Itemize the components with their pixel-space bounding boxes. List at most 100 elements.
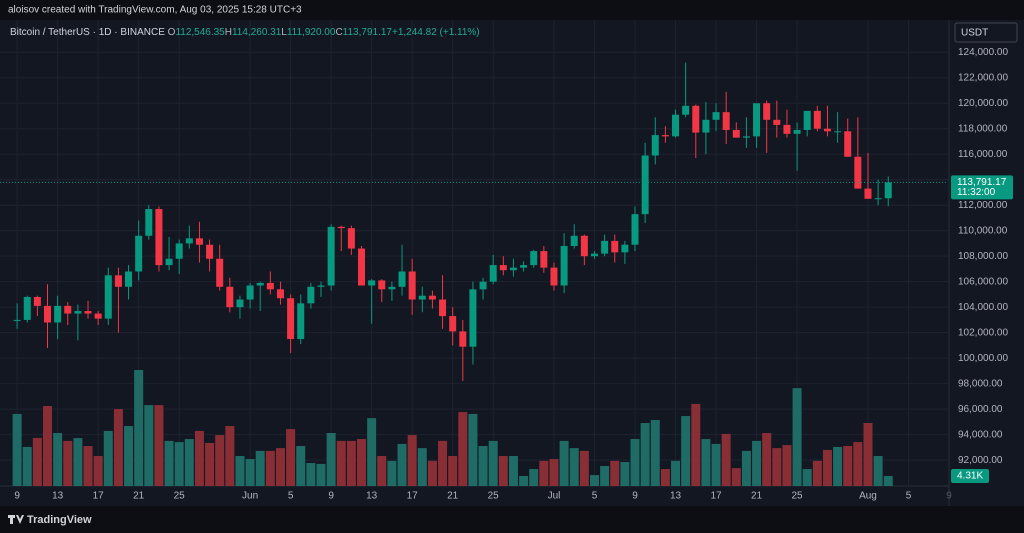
x-tick-label: 21 bbox=[751, 491, 763, 502]
candle-body bbox=[520, 265, 528, 268]
volume-bar bbox=[184, 439, 194, 486]
volume-bar bbox=[377, 456, 387, 486]
volume-bar bbox=[660, 469, 670, 486]
logo bbox=[8, 515, 24, 524]
candle-body bbox=[509, 267, 517, 271]
volume-bar bbox=[113, 409, 123, 486]
candle-body bbox=[641, 155, 649, 215]
x-tick-label: 9 bbox=[14, 491, 20, 502]
ohlc-key: H bbox=[224, 27, 232, 38]
y-tick-label: 98,000.00 bbox=[958, 378, 1003, 389]
x-tick-label: 9 bbox=[328, 491, 334, 502]
ohlc-key: C bbox=[335, 27, 343, 38]
candle-body bbox=[763, 103, 771, 120]
x-tick-label: 17 bbox=[407, 491, 419, 502]
ohlc-value: 113,791.17 bbox=[342, 27, 392, 38]
candle-body bbox=[439, 299, 447, 317]
volume-bar bbox=[255, 450, 265, 486]
ohlc-key: L bbox=[281, 27, 287, 38]
candle-body bbox=[185, 238, 193, 244]
y-tick-label: 104,000.00 bbox=[958, 302, 1008, 313]
y-tick-label: 100,000.00 bbox=[958, 353, 1008, 364]
volume-bar bbox=[519, 476, 529, 486]
candle-body bbox=[125, 271, 133, 287]
footer-brand: TradingView bbox=[27, 514, 92, 526]
volume-bar bbox=[22, 446, 32, 486]
y-tick-label: 102,000.00 bbox=[958, 327, 1008, 338]
candle-body bbox=[246, 285, 254, 300]
y-tick-label: 96,000.00 bbox=[958, 404, 1003, 415]
volume-bar bbox=[863, 423, 873, 486]
volume-bar bbox=[194, 430, 204, 486]
x-tick-label: 5 bbox=[592, 491, 598, 502]
candle-body bbox=[317, 285, 325, 287]
volume-bar bbox=[843, 446, 853, 486]
candle-body bbox=[864, 188, 872, 199]
volume-bar bbox=[792, 388, 802, 486]
candle-body bbox=[449, 316, 457, 332]
volume-label-box bbox=[951, 468, 989, 483]
volume-bar bbox=[488, 440, 498, 486]
currency-box[interactable] bbox=[954, 22, 1018, 43]
candle-body bbox=[874, 198, 882, 200]
volume-bar bbox=[873, 456, 883, 486]
volume-bar bbox=[93, 456, 103, 486]
volume-bar bbox=[346, 440, 356, 486]
volume-bar bbox=[316, 463, 326, 486]
candle-body bbox=[672, 114, 680, 137]
y-tick-label: 124,000.00 bbox=[958, 47, 1008, 58]
candle-body bbox=[358, 248, 366, 286]
candle-body bbox=[347, 228, 355, 249]
candle-body bbox=[570, 235, 578, 246]
volume-bar bbox=[822, 449, 832, 486]
candle-body bbox=[388, 286, 396, 290]
candle-body bbox=[94, 313, 102, 319]
candle-body bbox=[753, 103, 761, 137]
grid bbox=[0, 20, 948, 486]
volume-bar bbox=[235, 456, 245, 486]
volume-bar bbox=[529, 469, 539, 486]
candle-body bbox=[216, 258, 224, 287]
candle-body bbox=[702, 119, 710, 133]
candle-body bbox=[651, 135, 659, 156]
volume-bar bbox=[448, 456, 458, 486]
candle-body bbox=[135, 235, 143, 272]
candle-body bbox=[44, 305, 52, 323]
candle-body bbox=[236, 299, 244, 308]
candle-body bbox=[783, 124, 791, 134]
candle-body bbox=[580, 235, 588, 257]
volume-bar bbox=[205, 442, 215, 486]
volume-bar bbox=[833, 446, 843, 486]
candle-body bbox=[813, 110, 821, 129]
volume-bar bbox=[134, 370, 144, 486]
y-tick-label: 110,000.00 bbox=[958, 225, 1008, 236]
volume-bar bbox=[569, 448, 579, 486]
candle-body bbox=[459, 331, 467, 347]
x-tick-label: 17 bbox=[93, 491, 105, 502]
currency[interactable]: USDT bbox=[961, 28, 988, 39]
volume-bar bbox=[883, 475, 893, 486]
y-tick-label: 112,000.00 bbox=[958, 200, 1008, 211]
volume-bar bbox=[579, 450, 589, 486]
x-tick-label: 9 bbox=[946, 491, 952, 502]
volume-bar bbox=[32, 437, 42, 486]
volume-bar bbox=[265, 450, 275, 486]
candle-body bbox=[378, 280, 386, 290]
x-tick-label: Jun bbox=[242, 491, 258, 502]
x-tick-label: 13 bbox=[366, 491, 378, 502]
candle-body bbox=[54, 305, 62, 323]
candle-body bbox=[611, 240, 619, 253]
volume-bar bbox=[589, 475, 599, 486]
volume-bar bbox=[731, 468, 741, 486]
candle-body bbox=[297, 303, 305, 340]
volume-bar bbox=[326, 432, 336, 486]
volume-bar bbox=[600, 466, 610, 486]
volume-bar bbox=[357, 439, 367, 486]
volume-bar bbox=[367, 418, 377, 486]
volume-bar bbox=[124, 426, 134, 486]
candle-body bbox=[266, 282, 274, 290]
volume-bar bbox=[438, 440, 448, 486]
x-tick-label: 13 bbox=[52, 491, 64, 502]
y-tick-label: 92,000.00 bbox=[958, 455, 1003, 466]
